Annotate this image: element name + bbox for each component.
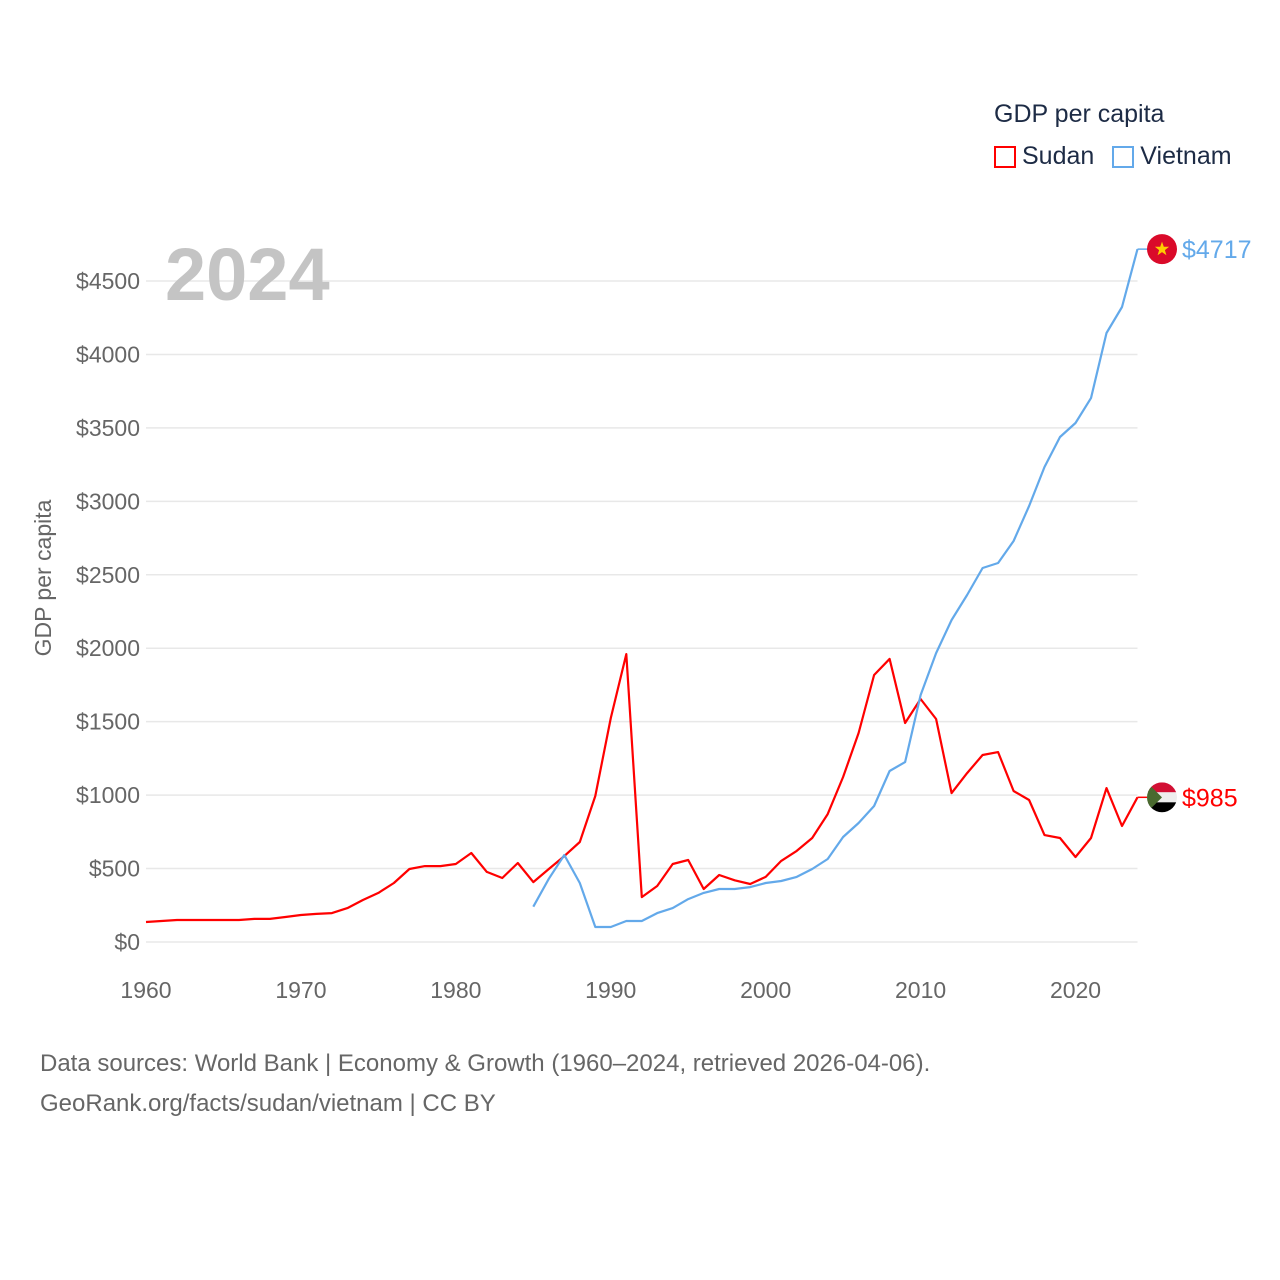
- stripe-black: [1147, 802, 1177, 813]
- legend-label: Vietnam: [1140, 142, 1232, 170]
- x-tick-label: 1980: [430, 977, 481, 1003]
- stripe-red: [1147, 782, 1177, 793]
- y-tick-label: $4500: [76, 268, 140, 294]
- legend-title: GDP per capita: [994, 100, 1165, 128]
- flag-stripes: [1147, 782, 1177, 813]
- y-tick-label: $500: [89, 856, 140, 882]
- series-line-sudan: [145, 652, 1139, 924]
- y-axis-label: GDP per capita: [30, 499, 56, 656]
- series-line-vietnam: [532, 248, 1139, 929]
- y-axis-ticks: $0 $500 $1000 $1500 $2000 $2500 $3000 $3500 $400…: [76, 268, 140, 955]
- x-tick-label: 2010: [895, 977, 946, 1003]
- legend-swatch-vietnam: [1112, 145, 1135, 168]
- x-axis-ticks: 1960 1970 1980 1990 2000 2010 2020: [120, 977, 1101, 1003]
- star-icon: [1154, 241, 1170, 256]
- end-value-label: $4717: [1182, 236, 1252, 264]
- x-tick-label: 2020: [1050, 977, 1101, 1003]
- source-note: Data sources: World Bank | Economy & Gro…: [40, 1044, 930, 1124]
- source-line-2[interactable]: GeoRank.org/facts/sudan/vietnam | CC BY: [40, 1090, 496, 1117]
- y-tick-label: $1500: [76, 709, 140, 735]
- y-tick-label: $3000: [76, 488, 140, 514]
- y-tick-label: $4000: [76, 341, 140, 367]
- triangle-green: [1147, 782, 1162, 813]
- grid-lines: [146, 280, 1138, 943]
- x-tick-label: 2000: [740, 977, 791, 1003]
- series-lines: [145, 248, 1139, 929]
- x-tick-label: 1970: [275, 977, 326, 1003]
- y-tick-label: $0: [114, 929, 140, 955]
- legend: Sudan Vietnam: [994, 142, 1232, 171]
- y-tick-label: $2000: [76, 635, 140, 661]
- y-tick-label: $3500: [76, 415, 140, 441]
- legend-item-vietnam[interactable]: Vietnam: [1112, 142, 1232, 171]
- x-tick-label: 1990: [585, 977, 636, 1003]
- end-value-label: $985: [1182, 784, 1238, 812]
- x-tick-label: 1960: [120, 977, 171, 1003]
- legend-item-sudan[interactable]: Sudan: [994, 142, 1094, 171]
- y-tick-label: $1000: [76, 782, 140, 808]
- year-label: 2024: [165, 233, 330, 316]
- y-tick-label: $2500: [76, 562, 140, 588]
- legend-swatch-sudan: [994, 145, 1016, 168]
- sudan-flag-icon: [1147, 782, 1177, 813]
- source-line-1: Data sources: World Bank | Economy & Gro…: [40, 1050, 931, 1077]
- legend-label: Sudan: [1022, 142, 1095, 170]
- series-end-labels: $985 $4717: [1137, 234, 1252, 813]
